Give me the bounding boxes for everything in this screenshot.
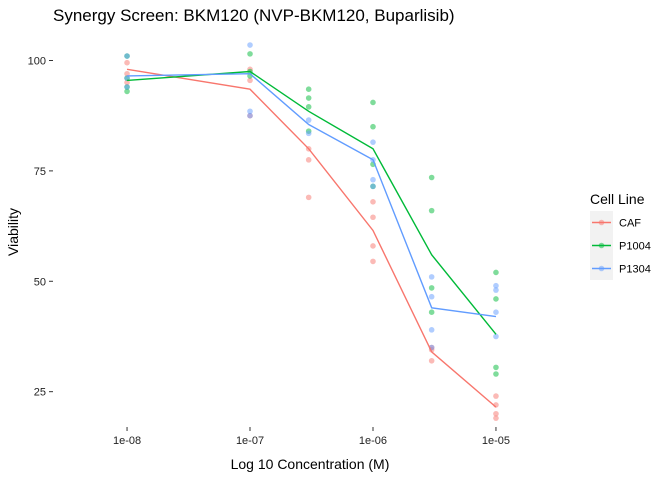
data-point bbox=[124, 79, 130, 86]
data-point bbox=[428, 174, 435, 181]
data-point bbox=[493, 269, 499, 276]
data-point bbox=[305, 86, 312, 92]
data-point bbox=[305, 117, 312, 123]
legend-label: P1304 bbox=[619, 264, 651, 276]
data-point bbox=[124, 75, 130, 81]
y-axis-ticks: 25 50 75 100 bbox=[28, 55, 53, 399]
legend-title: Cell Line bbox=[590, 191, 645, 207]
data-point bbox=[428, 357, 435, 364]
legend-key-point bbox=[598, 219, 605, 226]
data-point bbox=[305, 95, 312, 101]
data-point bbox=[493, 287, 499, 293]
data-point bbox=[493, 393, 499, 399]
data-point bbox=[247, 108, 253, 115]
legend-key-point bbox=[598, 265, 605, 272]
y-axis-title: Viability bbox=[5, 208, 21, 256]
data-point bbox=[493, 296, 499, 302]
data-point bbox=[493, 371, 499, 377]
x-tick-label: 1e-07 bbox=[236, 435, 264, 447]
data-point bbox=[370, 176, 376, 183]
data-point bbox=[370, 183, 376, 190]
series-line-p1004 bbox=[126, 70, 497, 335]
y-tick-label: 50 bbox=[34, 276, 46, 288]
data-point bbox=[428, 207, 435, 214]
data-point bbox=[493, 364, 499, 371]
data-point bbox=[124, 53, 130, 59]
data-point bbox=[493, 410, 499, 417]
series-line-p1304 bbox=[126, 72, 497, 318]
legend-label: CAF bbox=[619, 218, 641, 230]
data-point bbox=[428, 274, 435, 280]
data-point bbox=[370, 198, 376, 205]
y-tick-label: 100 bbox=[28, 55, 46, 67]
data-point bbox=[305, 157, 312, 163]
data-point bbox=[124, 88, 130, 95]
series-points-p1004 bbox=[124, 51, 499, 377]
data-point bbox=[124, 70, 130, 77]
legend-key-point bbox=[598, 242, 605, 249]
legend: Cell Line CAF P1004 P1304 bbox=[590, 191, 651, 280]
data-point bbox=[247, 112, 253, 119]
data-point bbox=[428, 285, 435, 291]
plot-area bbox=[124, 42, 499, 421]
y-tick-label: 75 bbox=[34, 166, 46, 178]
data-point bbox=[124, 59, 130, 66]
data-point bbox=[493, 309, 499, 315]
series-points-caf bbox=[124, 59, 499, 421]
x-axis-ticks: 1e-08 1e-07 1e-06 1e-05 bbox=[113, 427, 510, 447]
series-points-p1304 bbox=[124, 42, 499, 351]
x-tick-label: 1e-05 bbox=[482, 435, 510, 447]
x-tick-label: 1e-06 bbox=[359, 435, 387, 447]
legend-label: P1004 bbox=[619, 241, 651, 253]
y-tick-label: 25 bbox=[34, 387, 46, 399]
data-point bbox=[247, 42, 253, 48]
data-point bbox=[493, 333, 499, 340]
data-point bbox=[370, 243, 376, 249]
data-point bbox=[428, 309, 435, 315]
data-point bbox=[370, 214, 376, 221]
data-point bbox=[370, 123, 376, 130]
data-point bbox=[493, 415, 499, 421]
data-point bbox=[370, 139, 376, 145]
data-point bbox=[428, 293, 435, 300]
series-line-caf bbox=[126, 68, 497, 408]
data-point bbox=[370, 99, 376, 106]
data-point bbox=[247, 51, 253, 57]
data-point bbox=[370, 258, 376, 265]
x-tick-label: 1e-08 bbox=[113, 435, 141, 447]
data-point bbox=[247, 77, 253, 84]
data-point bbox=[493, 282, 499, 289]
data-point bbox=[305, 130, 312, 137]
data-point bbox=[305, 104, 312, 110]
data-point bbox=[305, 194, 312, 201]
chart-title: Synergy Screen: BKM120 (NVP-BKM120, Bupa… bbox=[53, 6, 455, 25]
data-point bbox=[124, 84, 130, 90]
data-point bbox=[428, 327, 435, 333]
x-axis-title: Log 10 Concentration (M) bbox=[231, 456, 390, 472]
